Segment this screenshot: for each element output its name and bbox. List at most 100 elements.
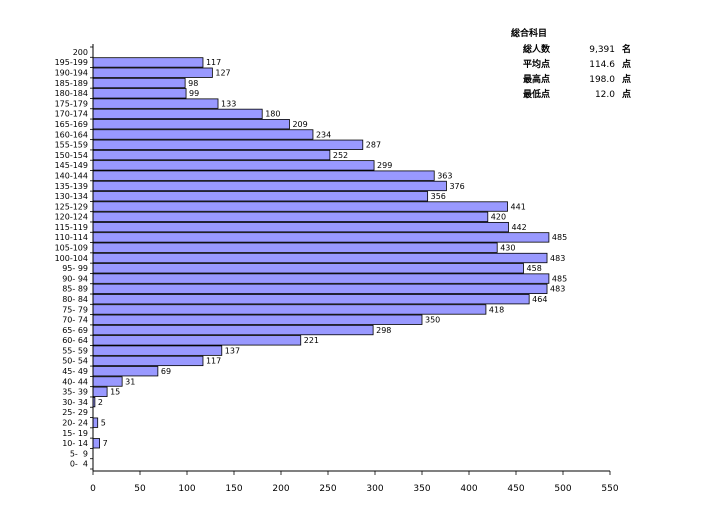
stats-label: 平均点 [523, 60, 551, 70]
category-label: 120-124 [55, 213, 88, 222]
x-tick-label: 450 [507, 484, 524, 494]
bar-value-label: 127 [215, 69, 230, 78]
category-label: 175-179 [55, 99, 88, 108]
x-tick-label: 550 [601, 484, 618, 494]
bar [92, 211, 489, 222]
bar-value-label: 483 [550, 254, 565, 263]
bar [92, 170, 435, 181]
bar-value-label: 137 [225, 346, 240, 355]
stats-label: 総人数 [523, 45, 551, 55]
category-label: 70- 74 [62, 316, 88, 325]
bar [92, 139, 364, 150]
x-tick-label: 250 [319, 484, 336, 494]
stats-row-total: 総人数 9,391 名 [507, 43, 637, 58]
bar [92, 221, 509, 233]
category-label: 45- 49 [62, 367, 88, 376]
stats-label: 最低点 [523, 90, 551, 100]
bar [92, 98, 219, 109]
stats-value: 12.0 [594, 90, 615, 100]
category-label: 140-144 [55, 171, 88, 180]
bar [92, 273, 550, 284]
x-tick-label: 150 [225, 484, 242, 494]
bar [92, 386, 108, 397]
category-label: 100-104 [55, 254, 88, 263]
bar [92, 366, 159, 377]
bar [92, 119, 290, 130]
category-label: 170-174 [55, 110, 88, 119]
stats-panel: 総合科目 総人数 9,391 名 平均点 114.6 点 最高点 198.0 点… [507, 26, 637, 103]
category-label: 105-109 [55, 244, 88, 253]
category-label: 165-169 [55, 120, 88, 129]
category-label: 195-199 [55, 58, 88, 67]
bar-value-label: 363 [437, 171, 452, 180]
bar-value-label: 298 [376, 326, 391, 335]
bar-value-label: 350 [425, 316, 440, 325]
stats-unit: 名 [621, 45, 631, 55]
category-label: 60- 64 [62, 336, 88, 345]
category-label: 150-154 [55, 151, 88, 160]
bar-value-label: 2 [98, 398, 103, 407]
stats-row-average: 平均点 114.6 点 [507, 58, 637, 73]
category-label: 0- 4 [70, 460, 88, 469]
category-label: 20- 24 [62, 418, 88, 427]
bar [92, 201, 508, 212]
category-label: 155-159 [55, 141, 88, 150]
bar-value-label: 420 [491, 213, 506, 222]
category-label: 75- 79 [62, 305, 88, 314]
category-label: 145-149 [55, 161, 88, 170]
category-label: 135-139 [55, 182, 88, 191]
bar [92, 77, 186, 89]
bar [92, 376, 123, 387]
bar-value-label: 221 [304, 336, 319, 345]
bar-value-label: 430 [500, 244, 515, 253]
bar [92, 263, 524, 274]
x-tick-label: 400 [460, 484, 477, 494]
bar [92, 108, 263, 120]
bar [92, 191, 429, 202]
bar [92, 304, 487, 315]
stats-unit: 点 [621, 90, 631, 100]
bar-value-label: 483 [550, 285, 565, 294]
bar-value-label: 458 [527, 264, 542, 273]
stats-unit: 点 [621, 75, 631, 85]
bar-value-label: 418 [489, 305, 504, 314]
category-label: 160-164 [55, 130, 88, 139]
bar-value-label: 234 [316, 130, 331, 139]
bar [92, 324, 374, 336]
bar-value-label: 99 [189, 89, 199, 98]
bar-value-label: 5 [101, 418, 106, 427]
stats-value: 114.6 [589, 60, 615, 70]
x-tick-label: 0 [90, 484, 96, 494]
bar-value-label: 31 [125, 377, 135, 386]
stats-value: 198.0 [589, 75, 615, 85]
category-label: 50- 54 [62, 357, 88, 366]
stats-title: 総合科目 [511, 29, 548, 39]
bar [92, 314, 423, 325]
bar-value-label: 252 [333, 151, 348, 160]
bar-value-label: 287 [366, 141, 381, 150]
bar-value-label: 299 [377, 161, 392, 170]
category-label: 30- 34 [62, 398, 88, 407]
bar [92, 129, 314, 140]
category-label: 5- 9 [70, 449, 88, 458]
bar [92, 252, 548, 264]
bar-value-label: 69 [161, 367, 171, 376]
x-tick-label: 50 [134, 484, 146, 494]
bar-value-label: 485 [552, 274, 567, 283]
bar [92, 88, 187, 99]
bar [92, 149, 331, 161]
category-label: 130-134 [55, 192, 88, 201]
category-label: 115-119 [55, 223, 88, 232]
category-label: 85- 89 [62, 285, 88, 294]
bar-value-label: 356 [431, 192, 446, 201]
bar [92, 417, 99, 428]
bar-value-label: 464 [532, 295, 547, 304]
bar [92, 180, 447, 192]
stats-value: 9,391 [589, 45, 615, 55]
stats-row-min: 最低点 12.0 点 [507, 88, 637, 103]
bar [92, 438, 100, 449]
bar [92, 232, 550, 243]
category-label: 80- 84 [62, 295, 88, 304]
bar-value-label: 209 [292, 120, 307, 129]
